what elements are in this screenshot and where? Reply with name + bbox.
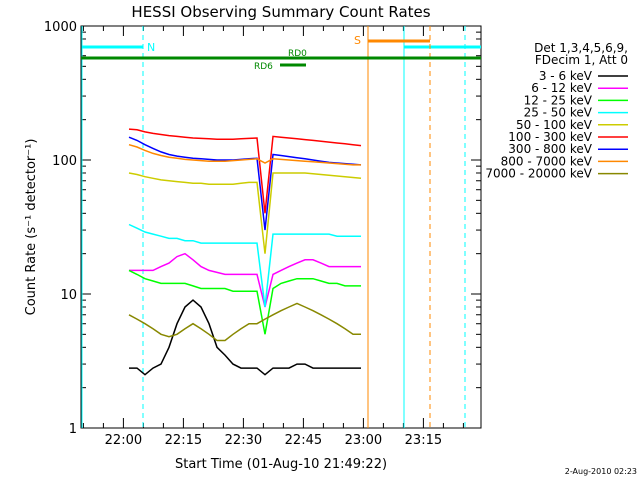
- series-line-7: [128, 143, 361, 166]
- series-line-4: [128, 172, 362, 254]
- saa-label: S: [354, 34, 361, 47]
- generation-timestamp: 2-Aug-2010 02:23: [565, 467, 637, 476]
- legend-label-0: 3 - 6 keV: [539, 69, 593, 83]
- rd0-label: RD0: [288, 49, 307, 59]
- y-tick-label: 1000: [44, 20, 77, 35]
- series-line-8: [128, 302, 361, 342]
- observation-markers: N S RD0 RD6: [81, 26, 481, 428]
- x-tick-label: 22:00: [105, 433, 142, 448]
- y-axis-title: Count Rate (s⁻¹ detector⁻¹): [24, 139, 39, 316]
- night-label: N: [147, 41, 155, 54]
- x-axis-title: Start Time (01-Aug-10 21:49:22): [175, 457, 387, 472]
- legend-label-8: 7000 - 20000 keV: [485, 167, 592, 181]
- x-tick-label: 22:15: [165, 433, 202, 448]
- x-tick-label: 23:00: [345, 433, 382, 448]
- legend-header-line-2: FDecim 1, Att 0: [535, 53, 628, 67]
- series-line-3: [128, 223, 361, 308]
- series-line-5: [128, 128, 362, 214]
- x-tick-label: 22:45: [285, 433, 322, 448]
- legend-label-2: 12 - 25 keV: [524, 93, 593, 107]
- x-tick-label: 22:30: [225, 433, 262, 448]
- chart-title: HESSI Observing Summary Count Rates: [131, 3, 430, 21]
- y-tick-label: 100: [52, 154, 77, 169]
- legend-label-3: 25 - 50 keV: [524, 106, 593, 120]
- plot-frame: [80, 25, 482, 429]
- legend-label-5: 100 - 300 keV: [508, 130, 592, 144]
- series-line-0: [129, 299, 361, 376]
- legend: Det 1,3,4,5,6,9, FDecim 1, Att 0 3 - 6 k…: [485, 41, 628, 181]
- series-lines: [128, 128, 362, 376]
- series-line-2: [128, 269, 361, 335]
- legend-header-line-1: Det 1,3,4,5,6,9,: [534, 41, 628, 55]
- y-tick-label: 10: [60, 288, 77, 303]
- legend-label-7: 800 - 7000 keV: [501, 154, 593, 168]
- x-tick-label: 23:15: [405, 433, 442, 448]
- legend-label-4: 50 - 100 keV: [516, 118, 593, 132]
- rd6-label: RD6: [254, 62, 273, 72]
- x-axis-ticks: 22:00 22:15 22:30 22:45 23:00 23:15: [82, 26, 464, 448]
- legend-label-6: 300 - 800 keV: [508, 142, 592, 156]
- legend-label-1: 6 - 12 keV: [531, 81, 593, 95]
- series-line-1: [129, 252, 361, 308]
- y-tick-label: 1: [69, 422, 77, 437]
